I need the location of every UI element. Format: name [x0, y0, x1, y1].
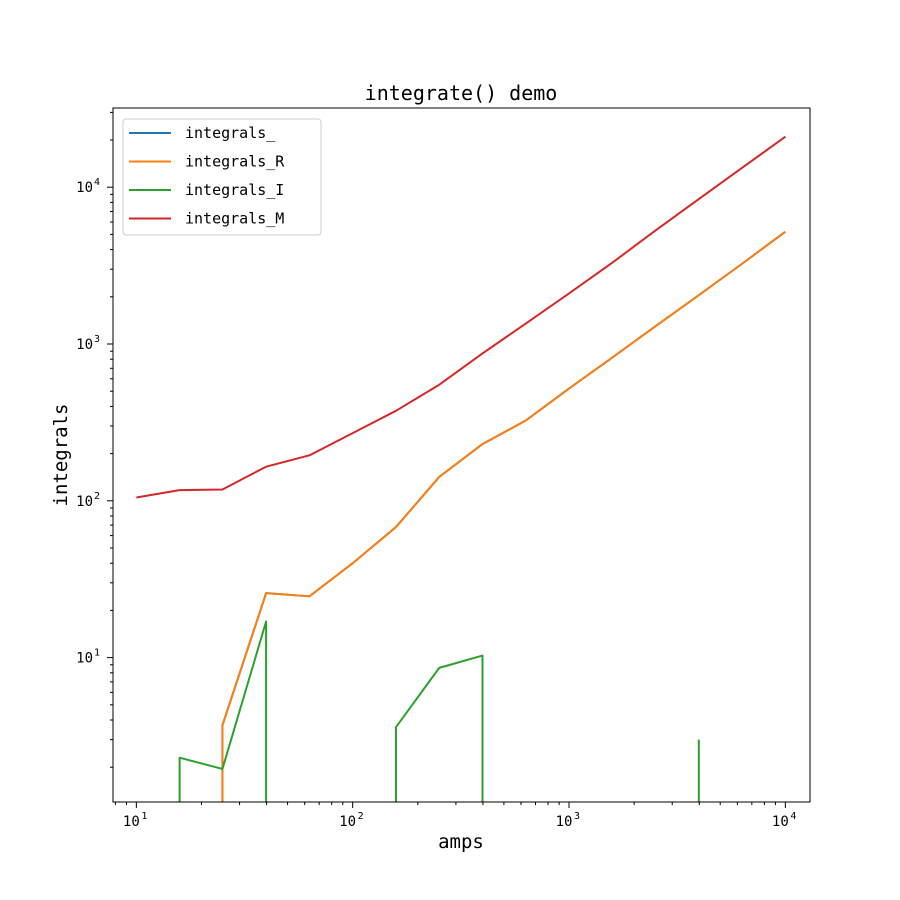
legend-entry-label: integrals_ — [185, 124, 276, 142]
legend-entry-label: integrals_I — [185, 181, 284, 199]
plot-frame — [112, 107, 811, 803]
legend-entry-label: integrals_M — [185, 210, 284, 228]
x-tick-exponent: 4 — [790, 811, 796, 822]
series-line-integrals- — [221, 230, 786, 802]
x-tick-exponent: 1 — [141, 811, 147, 822]
x-tick-exponent: 2 — [358, 811, 364, 822]
legend: integrals_ integrals_R integrals_I integral… — [122, 118, 322, 236]
y-tick-exponent: 2 — [94, 491, 100, 502]
series-line-integrals-R — [221, 230, 786, 802]
x-tick-label: 10 — [772, 814, 789, 830]
y-tick-exponent: 3 — [94, 334, 100, 345]
x-tick-label: 10 — [123, 814, 140, 830]
x-tick-exponent: 3 — [574, 811, 580, 822]
series-line-integrals-I — [178, 620, 700, 802]
x-axis-label: amps — [438, 831, 484, 853]
plot-lines — [136, 135, 786, 802]
y-tick-exponent: 4 — [94, 177, 100, 188]
series-line-integrals-M — [136, 135, 786, 499]
legend-box — [122, 118, 322, 236]
y-tick-label: 10 — [76, 651, 93, 667]
x-tick-label: 10 — [339, 814, 356, 830]
y-tick-exponent: 1 — [94, 648, 100, 659]
y-tick-label: 10 — [76, 494, 93, 510]
x-tick-label: 10 — [556, 814, 573, 830]
x-axis-ticks: 10 1 10 2 10 3 10 4 — [114, 802, 796, 830]
chart-title: integrate() demo — [365, 81, 558, 105]
y-tick-label: 10 — [76, 180, 93, 196]
legend-entry-label: integrals_R — [185, 153, 285, 171]
y-tick-label: 10 — [76, 337, 93, 353]
y-axis-label: integrals — [50, 404, 72, 507]
